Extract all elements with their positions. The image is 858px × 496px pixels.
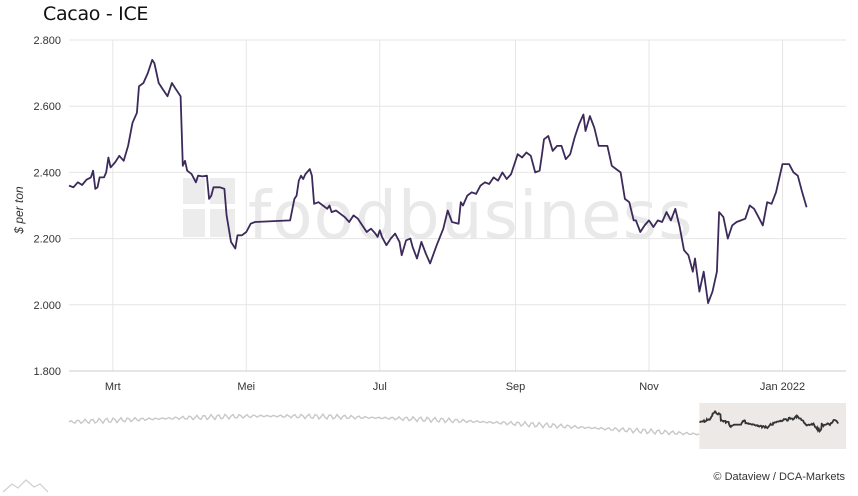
y-tick-label: 2.400 <box>33 167 61 179</box>
watermark-mark-block <box>210 178 235 204</box>
y-tick-label: 2.600 <box>33 101 61 113</box>
series-line-cacao <box>68 59 808 304</box>
y-tick-label: 2.800 <box>33 35 61 47</box>
x-tick-label: Mei <box>237 381 255 393</box>
watermark-mark-block <box>183 178 205 204</box>
x-tick-label: Mrt <box>105 381 121 393</box>
y-axis-label: $ per ton <box>12 186 26 235</box>
watermark-mark-block <box>183 209 205 237</box>
y-axis: 1.800 2.000 2.200 2.400 2.600 2.800 <box>33 35 61 378</box>
y-tick-label: 1.800 <box>33 366 61 378</box>
watermark-logo: foodbusiness <box>183 177 694 254</box>
mountain-icon <box>2 479 49 493</box>
x-tick-label: Sep <box>506 381 526 393</box>
source-credit: © Dataview / DCA-Markets <box>713 471 845 483</box>
x-tick-label: Jul <box>373 381 387 393</box>
watermark-text: foodbusiness <box>248 177 694 254</box>
chart-grid <box>69 39 846 372</box>
page-title: Cacao - ICE <box>43 3 149 25</box>
x-axis: Mrt Mei Jul Sep Nov Jan 2022 <box>105 381 805 393</box>
watermark-mark-block <box>210 209 235 237</box>
navigator[interactable] <box>68 403 846 449</box>
x-tick-label: Nov <box>639 381 659 393</box>
x-tick-label: Jan 2022 <box>760 381 805 393</box>
y-tick-label: 2.200 <box>33 234 61 246</box>
y-tick-label: 2.000 <box>33 300 61 312</box>
navigator-series-line <box>68 412 700 436</box>
navigator-series-line-selected <box>699 410 839 433</box>
